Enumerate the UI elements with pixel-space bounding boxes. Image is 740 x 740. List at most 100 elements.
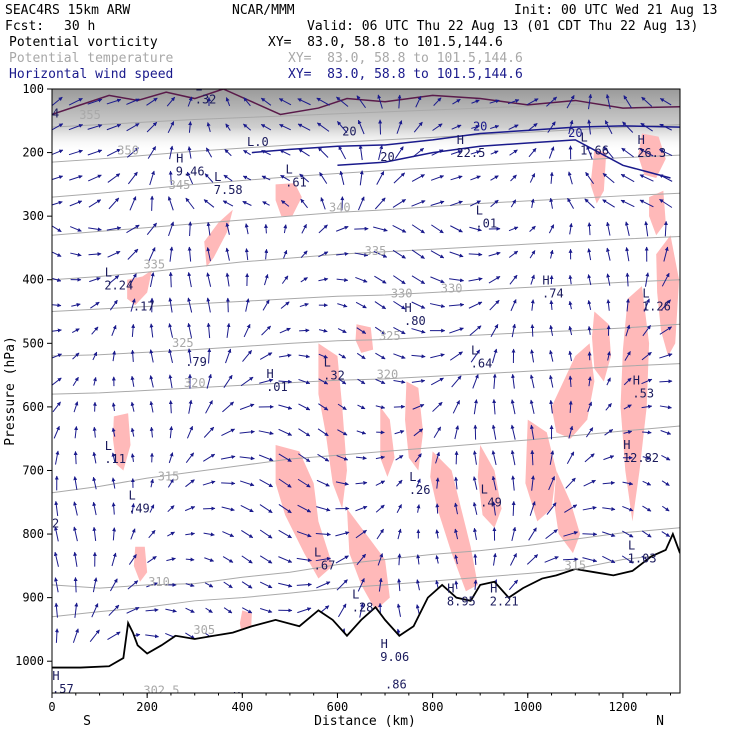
wind-vector xyxy=(358,196,365,211)
wind-vector xyxy=(283,249,288,259)
pv-extremum-value: 4 xyxy=(52,107,59,121)
field-xy-pv: XY= 83.0, 58.8 to 101.5,144.6 xyxy=(268,35,503,50)
wind-vector xyxy=(73,551,78,567)
wind-vector xyxy=(529,424,535,440)
wind-vector xyxy=(223,374,233,388)
wind-vector xyxy=(168,452,174,464)
wind-vector xyxy=(297,607,312,614)
wind-vector xyxy=(625,298,630,312)
wind-vector xyxy=(126,123,140,132)
wind-vector xyxy=(206,373,212,389)
wind-vector xyxy=(264,223,269,234)
wind-vector xyxy=(259,479,273,488)
wind-vector xyxy=(240,505,254,513)
wind-vector xyxy=(146,97,158,106)
wind-vector xyxy=(148,529,156,539)
pv-extremum-value: .79 xyxy=(185,355,207,369)
wind-speed-contour-0 xyxy=(251,125,680,154)
wind-vector xyxy=(239,429,255,434)
wind-vector xyxy=(357,404,366,410)
wind-vector xyxy=(185,632,195,640)
wind-vector xyxy=(335,481,349,486)
wind-vector xyxy=(393,327,406,335)
field-name-theta: Potential temperature xyxy=(9,51,174,66)
wind-vector xyxy=(69,226,82,232)
pv-extremum-value: 22.5 xyxy=(456,146,485,160)
wind-vector xyxy=(259,504,273,514)
wind-vector xyxy=(243,149,251,156)
pv-extremum-kind: L xyxy=(352,588,359,602)
pv-region-13 xyxy=(551,343,595,439)
wind-vector xyxy=(318,277,329,282)
wind-vector xyxy=(356,430,367,435)
wind-vector xyxy=(53,425,60,439)
wind-vector xyxy=(511,526,517,542)
wind-vector xyxy=(298,453,311,463)
wind-vector xyxy=(108,197,120,210)
wind-vector xyxy=(298,403,311,411)
wind-vector xyxy=(473,579,478,590)
wind-vector xyxy=(278,478,292,488)
field-name-wind: Horizontal wind speed xyxy=(9,67,174,82)
pv-extremum-kind: L xyxy=(195,80,202,94)
wind-vector xyxy=(185,557,195,562)
wind-vector xyxy=(602,531,616,537)
pv-region-16 xyxy=(656,235,680,357)
wind-vector xyxy=(472,374,479,389)
wind-vector xyxy=(126,224,140,234)
wind-vector xyxy=(587,119,592,135)
wind-vector xyxy=(202,480,216,486)
wind-vector xyxy=(491,450,497,466)
wind-vector xyxy=(92,577,98,593)
wind-vector xyxy=(605,403,612,411)
pv-extremum-kind: L xyxy=(129,488,136,502)
wind-vector xyxy=(433,97,442,106)
wind-vector xyxy=(319,172,328,184)
wind-vector xyxy=(167,196,174,211)
wind-vector xyxy=(92,351,98,361)
wind-vector xyxy=(511,500,516,516)
wind-vector xyxy=(411,249,425,259)
forecast-value: 30 h xyxy=(64,19,96,34)
wind-vector xyxy=(582,506,597,511)
wind-vector xyxy=(606,351,611,361)
wind-vector xyxy=(412,147,424,158)
wind-vector xyxy=(469,226,482,232)
wind-vector xyxy=(660,430,672,435)
wind-vector xyxy=(563,557,579,562)
wind-vector xyxy=(187,348,192,364)
pv-region-12 xyxy=(553,470,581,554)
wind-vector xyxy=(489,299,500,311)
wind-vector xyxy=(491,475,497,491)
y-tick-label: 200 xyxy=(22,146,44,160)
wind-vector xyxy=(430,276,445,284)
wind-vector xyxy=(529,399,535,414)
wind-vector xyxy=(639,199,654,208)
theta-label: 335 xyxy=(143,257,165,271)
wind-vector xyxy=(71,302,81,307)
wind-vector xyxy=(315,532,331,537)
wind-vector xyxy=(206,322,211,339)
pv-extremum-value: 2.24 xyxy=(104,278,133,292)
pv-extremum-value: 12.82 xyxy=(623,451,659,465)
wind-vector xyxy=(149,272,155,288)
wind-vector xyxy=(642,505,652,512)
wind-vector xyxy=(169,246,174,262)
wind-vector xyxy=(661,272,670,287)
wind-vector xyxy=(222,531,235,537)
wind-vector xyxy=(52,96,63,107)
pv-extremum-value: 9.06 xyxy=(380,650,409,664)
wind-vector xyxy=(587,274,592,286)
wind-vector xyxy=(549,350,554,362)
wind-vector xyxy=(52,175,64,181)
wind-vector xyxy=(54,526,59,542)
wind-vector xyxy=(375,378,386,384)
wind-vector xyxy=(167,478,174,488)
theta-label: 325 xyxy=(172,336,194,350)
wind-vector xyxy=(149,349,154,363)
wind-vector xyxy=(431,224,444,234)
theta-label: 335 xyxy=(365,244,387,258)
north-end-label: N xyxy=(656,714,664,729)
wind-vector xyxy=(260,608,273,614)
wind-vector xyxy=(429,303,446,308)
